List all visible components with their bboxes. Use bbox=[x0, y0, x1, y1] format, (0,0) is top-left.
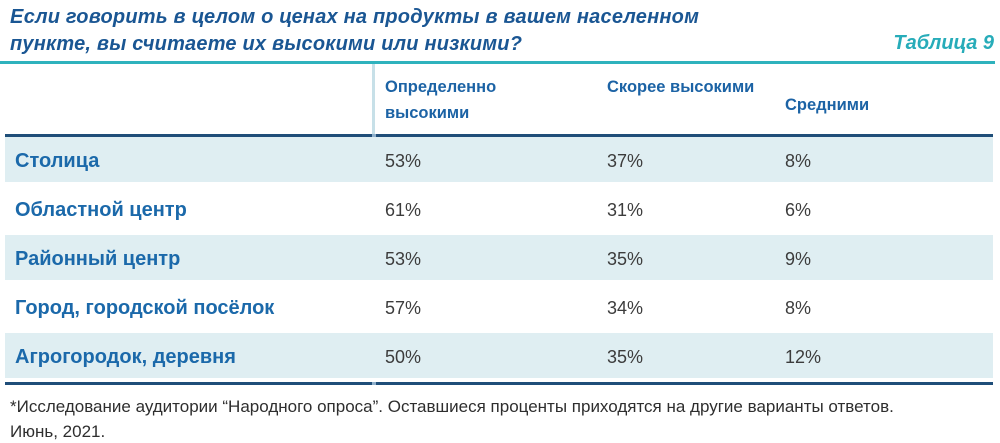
value-cell: 37% bbox=[607, 151, 644, 171]
row-label: Город, городской посёлок bbox=[15, 297, 275, 319]
value-cell: 6% bbox=[785, 200, 812, 220]
table-row-town: Город, городской посёлок 57% 34% 8% bbox=[5, 284, 993, 333]
value-cell: 34% bbox=[607, 298, 644, 318]
value-cell: 35% bbox=[607, 347, 644, 367]
value-cell: 53% bbox=[385, 151, 422, 171]
value-cell: 8% bbox=[785, 151, 812, 171]
table-header-row: Определенно высокими Скорее высокими Сре… bbox=[5, 64, 993, 140]
value-cell: 35% bbox=[607, 249, 644, 269]
table-row-regional-center: Областной центр 61% 31% 6% bbox=[5, 186, 993, 235]
header-border-tick bbox=[372, 134, 376, 137]
table-number-label: Таблица 9 bbox=[893, 32, 994, 54]
value-cell: 9% bbox=[785, 249, 812, 269]
footer-border-tick bbox=[372, 382, 376, 385]
row-label: Столица bbox=[15, 150, 100, 172]
value-cell: 8% bbox=[785, 298, 812, 318]
footnote: *Исследование аудитории “Народного опрос… bbox=[10, 394, 988, 443]
value-cell: 57% bbox=[385, 298, 422, 318]
header-separator-line bbox=[372, 64, 375, 140]
row-label: Агрогородок, деревня bbox=[15, 346, 236, 368]
col-header-definitely-high-text: Определенно высокими bbox=[385, 78, 497, 122]
footnote-line-2: Июнь, 2021. bbox=[10, 422, 106, 441]
survey-table: Определенно высокими Скорее высокими Сре… bbox=[5, 64, 993, 385]
value-cell: 61% bbox=[385, 200, 422, 220]
footnote-line-1: *Исследование аудитории “Народного опрос… bbox=[10, 397, 894, 416]
question-title-line-1: Если говорить в целом о ценах на продукт… bbox=[10, 6, 700, 28]
col-header-definitely-high: Определенно высокими bbox=[373, 64, 595, 134]
question-title-line-2: пункте, вы считаете их высокими или низк… bbox=[10, 33, 523, 55]
col-header-rather-high-text: Скорее высокими bbox=[607, 78, 755, 96]
question-title: Если говорить в целом о ценах на продукт… bbox=[10, 4, 770, 58]
value-cell: 50% bbox=[385, 347, 422, 367]
col-header-average-text: Средними bbox=[785, 96, 870, 114]
value-cell: 31% bbox=[607, 200, 644, 220]
table-row-district-center: Районный центр 53% 35% 9% bbox=[5, 235, 993, 284]
value-cell: 12% bbox=[785, 347, 822, 367]
row-label: Областной центр bbox=[15, 199, 187, 221]
col-header-average: Средними bbox=[773, 64, 993, 134]
table-row-village: Агрогородок, деревня 50% 35% 12% bbox=[5, 333, 993, 382]
table-row-capital: Столица 53% 37% 8% bbox=[5, 137, 993, 186]
title-divider-line bbox=[0, 61, 995, 64]
row-header-spacer bbox=[5, 64, 373, 134]
value-cell: 53% bbox=[385, 249, 422, 269]
col-header-rather-high: Скорее высокими bbox=[595, 64, 773, 134]
table-body: Столица 53% 37% 8% Областной центр 61% 3… bbox=[5, 137, 993, 385]
row-label: Районный центр bbox=[15, 248, 181, 270]
